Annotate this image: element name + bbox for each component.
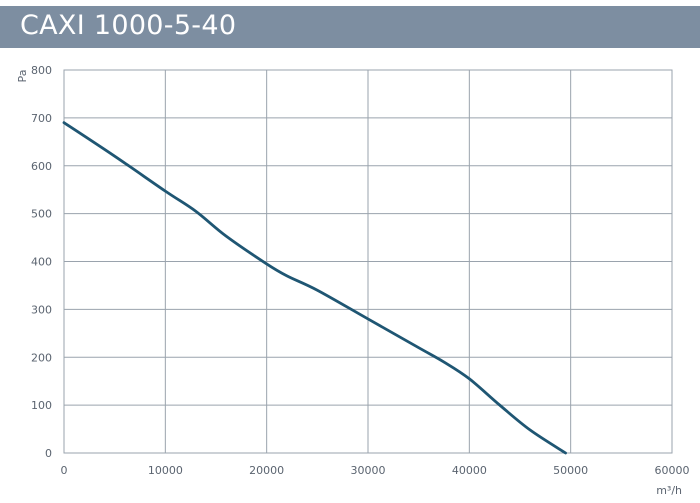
- x-tick-label: 10000: [148, 464, 183, 477]
- y-tick-label: 600: [31, 160, 52, 173]
- x-tick-label: 50000: [553, 464, 588, 477]
- y-tick-label: 700: [31, 112, 52, 125]
- y-tick-label: 400: [31, 256, 52, 269]
- x-tick-labels: 0 10000 20000 30000 40000 50000 60000: [61, 464, 690, 477]
- x-tick-label: 60000: [655, 464, 690, 477]
- title-bar: CAXI 1000-5-40: [0, 6, 700, 48]
- y-tick-label: 800: [31, 64, 52, 77]
- x-tick-label: 30000: [351, 464, 386, 477]
- chart-title: CAXI 1000-5-40: [20, 10, 237, 41]
- y-axis-label: Pa: [16, 70, 29, 83]
- grid: [63, 69, 673, 454]
- y-tick-label: 300: [31, 303, 52, 316]
- series-layer: [62, 121, 567, 455]
- x-axis-label: m³/h: [656, 484, 682, 497]
- y-tick-labels: 0 100 200 300 400 500 600 700 800: [31, 64, 52, 460]
- x-tick-label: 40000: [452, 464, 487, 477]
- y-tick-label: 200: [31, 351, 52, 364]
- x-tick-label: 0: [61, 464, 68, 477]
- y-tick-label: 100: [31, 399, 52, 412]
- fan-curve-line: [62, 121, 567, 455]
- y-tick-label: 0: [45, 447, 52, 460]
- x-tick-label: 20000: [249, 464, 284, 477]
- y-tick-label: 500: [31, 208, 52, 221]
